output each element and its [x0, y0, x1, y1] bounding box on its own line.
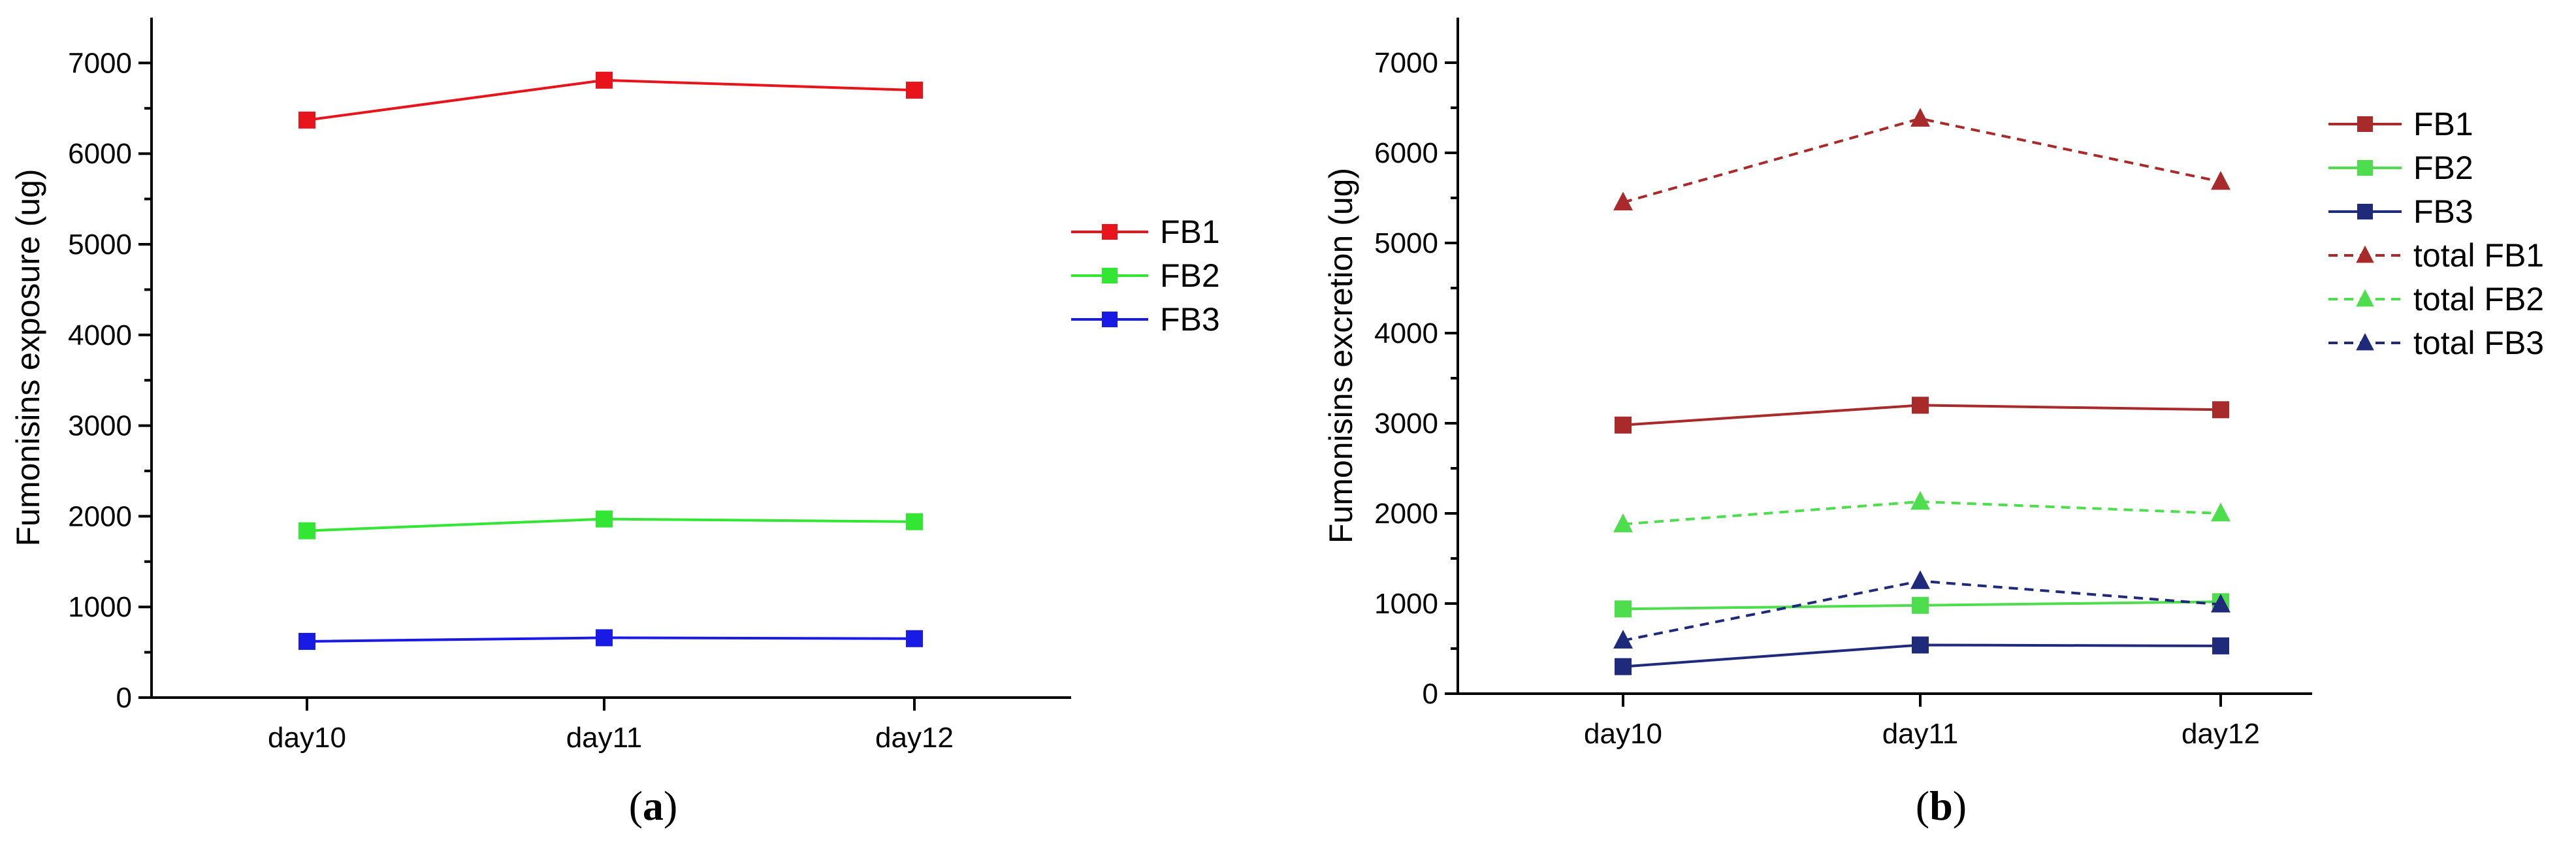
- legend-item: FB2: [2328, 150, 2473, 186]
- panel-label-close: ): [1953, 782, 1967, 829]
- panel-a-chart: 0 1000 2000 3000 4000 5000 6000 7000 day10 day11 d…: [10, 18, 1220, 829]
- legend-label: FB3: [2413, 193, 2473, 230]
- legend-marker: [2357, 160, 2373, 176]
- data-point: [2211, 594, 2230, 613]
- legend-item: total FB1: [2328, 237, 2544, 274]
- y-tick-label: 0: [1423, 678, 1438, 710]
- data-point: [2212, 401, 2229, 419]
- y-tick-label: 5000: [68, 229, 132, 261]
- x-tick-label: day10: [268, 722, 346, 754]
- data-point: [1910, 108, 1930, 127]
- x-tick-label: day11: [566, 722, 643, 754]
- x-tick-label: day11: [1882, 718, 1959, 750]
- series-total-fb2: [1613, 491, 2230, 532]
- data-point: [1613, 630, 1633, 649]
- data-point: [1910, 570, 1930, 589]
- data-point: [1613, 513, 1633, 532]
- panel-b-chart: 0 1000 2000 3000 4000 5000 6000 7000 day10 day11 d…: [1323, 18, 2544, 829]
- y-tick-label: 3000: [68, 410, 132, 442]
- legend-item: total FB3: [2328, 325, 2544, 361]
- legend-label: total FB2: [2413, 281, 2544, 317]
- data-point: [906, 513, 923, 530]
- series-fb3: [298, 629, 923, 650]
- data-point: [596, 510, 613, 528]
- panel-label-close: ): [664, 782, 677, 829]
- legend-marker: [1102, 224, 1118, 240]
- data-point: [1615, 600, 1632, 618]
- series-fb3: [1615, 636, 2229, 675]
- x-tick-label: day10: [1584, 718, 1662, 750]
- y-tick-label: 2000: [68, 500, 132, 532]
- legend-item: FB1: [1071, 214, 1220, 250]
- y-tick-label: 1000: [68, 591, 132, 623]
- x-tick-label: day12: [875, 722, 954, 754]
- panel-label-letter: b: [1929, 782, 1953, 829]
- panel-label: (a): [629, 782, 678, 829]
- data-point: [1615, 416, 1632, 434]
- y-tick-label: 5000: [1374, 227, 1438, 259]
- y-tick-label: 6000: [1374, 137, 1438, 169]
- data-point: [906, 630, 923, 647]
- series-total-fb1: [1613, 108, 2230, 211]
- legend-item: FB2: [1071, 257, 1220, 294]
- y-tick-label: 3000: [1374, 408, 1438, 440]
- y-tick-label: 7000: [1374, 47, 1438, 79]
- legend-item: total FB2: [2328, 281, 2544, 317]
- y-tick-label: 4000: [1374, 317, 1438, 349]
- y-tick-label: 6000: [68, 138, 132, 170]
- data-point: [1910, 491, 1930, 510]
- legend-item: FB3: [2328, 193, 2473, 230]
- legend-label: FB1: [1160, 214, 1220, 250]
- legend-label: FB1: [2413, 106, 2473, 142]
- y-axis-title: Fumonisins excretion (ug): [1323, 168, 1359, 543]
- series-line: [1622, 117, 2221, 204]
- y-tick-label: 7000: [68, 47, 132, 79]
- series-fb2: [298, 510, 923, 540]
- data-point: [906, 82, 923, 99]
- legend-marker: [2356, 332, 2374, 351]
- data-point: [298, 522, 315, 540]
- panel-label-open: (: [629, 782, 643, 829]
- legend-marker: [2356, 245, 2374, 263]
- series-fb1: [298, 71, 923, 129]
- data-point: [1912, 636, 1929, 654]
- data-point: [2212, 637, 2229, 654]
- legend-marker: [2356, 289, 2374, 307]
- series-total-fb3: [1613, 570, 2230, 649]
- data-point: [1615, 658, 1632, 675]
- y-tick-label: 2000: [1374, 498, 1438, 530]
- data-point: [596, 71, 613, 89]
- legend-label: FB2: [1160, 257, 1220, 294]
- legend-label: FB3: [1160, 301, 1220, 338]
- legend-marker: [2357, 116, 2373, 132]
- legend-marker: [2357, 204, 2373, 219]
- data-point: [298, 111, 315, 129]
- y-axis-title: Fumonisins exposure (ug): [10, 169, 46, 546]
- legend-label: FB2: [2413, 150, 2473, 186]
- data-point: [2211, 170, 2230, 190]
- legend-marker: [1102, 268, 1118, 283]
- legend-marker: [1102, 312, 1118, 327]
- panel-label: (b): [1916, 782, 1967, 829]
- y-tick-label: 1000: [1374, 588, 1438, 620]
- data-point: [298, 632, 315, 650]
- data-point: [596, 629, 613, 647]
- legend-label: total FB1: [2413, 237, 2544, 274]
- data-point: [1613, 191, 1633, 211]
- data-point: [1912, 396, 1929, 414]
- legend-item: FB3: [1071, 301, 1220, 338]
- x-tick-label: day12: [2182, 718, 2260, 750]
- panel-label-open: (: [1916, 782, 1929, 829]
- y-tick-label: 4000: [68, 319, 132, 351]
- legend-label: total FB3: [2413, 325, 2544, 361]
- panel-label-letter: a: [643, 782, 664, 829]
- data-point: [1912, 596, 1929, 614]
- data-point: [2211, 502, 2230, 522]
- series-fb1: [1615, 396, 2229, 434]
- y-tick-label: 0: [116, 682, 132, 714]
- legend-item: FB1: [2328, 106, 2473, 142]
